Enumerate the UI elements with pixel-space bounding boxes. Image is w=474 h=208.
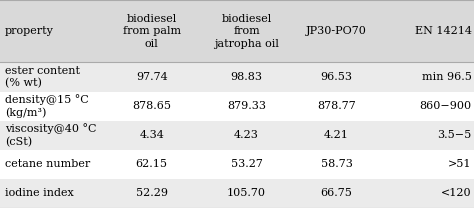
Text: 878.77: 878.77 [317,101,356,111]
Text: iodine index: iodine index [5,188,73,198]
Text: min 96.5: min 96.5 [422,72,472,82]
Text: 4.21: 4.21 [324,130,349,140]
Text: >51: >51 [448,159,472,169]
Bar [0,150,474,179]
Text: biodiesel
from palm
oil: biodiesel from palm oil [123,14,181,49]
Text: 58.73: 58.73 [320,159,353,169]
Bar [0,121,474,150]
Text: cetane number: cetane number [5,159,90,169]
Text: JP30-PO70: JP30-PO70 [306,26,367,36]
Bar [0,179,474,208]
Text: viscosity@40 °C
(cSt): viscosity@40 °C (cSt) [5,123,96,147]
Text: 3.5−5: 3.5−5 [438,130,472,140]
Text: 105.70: 105.70 [227,188,266,198]
Bar [0,62,474,92]
Text: 4.34: 4.34 [139,130,164,140]
Text: EN 14214: EN 14214 [415,26,472,36]
Text: 98.83: 98.83 [230,72,263,82]
Text: 66.75: 66.75 [320,188,353,198]
Text: density@15 °C
(kg/m³): density@15 °C (kg/m³) [5,94,89,118]
Text: biodiesel
from
jatropha oil: biodiesel from jatropha oil [214,14,279,49]
Text: 4.23: 4.23 [234,130,259,140]
Text: 62.15: 62.15 [136,159,168,169]
Text: 96.53: 96.53 [320,72,353,82]
Text: 878.65: 878.65 [132,101,171,111]
Text: 860−900: 860−900 [419,101,472,111]
Bar [0,0,474,62]
Bar [0,92,474,121]
Text: 52.29: 52.29 [136,188,168,198]
Text: 879.33: 879.33 [227,101,266,111]
Text: 53.27: 53.27 [230,159,263,169]
Text: ester content
(% wt): ester content (% wt) [5,66,80,88]
Text: <120: <120 [441,188,472,198]
Text: property: property [5,26,54,36]
Text: 97.74: 97.74 [136,72,167,82]
